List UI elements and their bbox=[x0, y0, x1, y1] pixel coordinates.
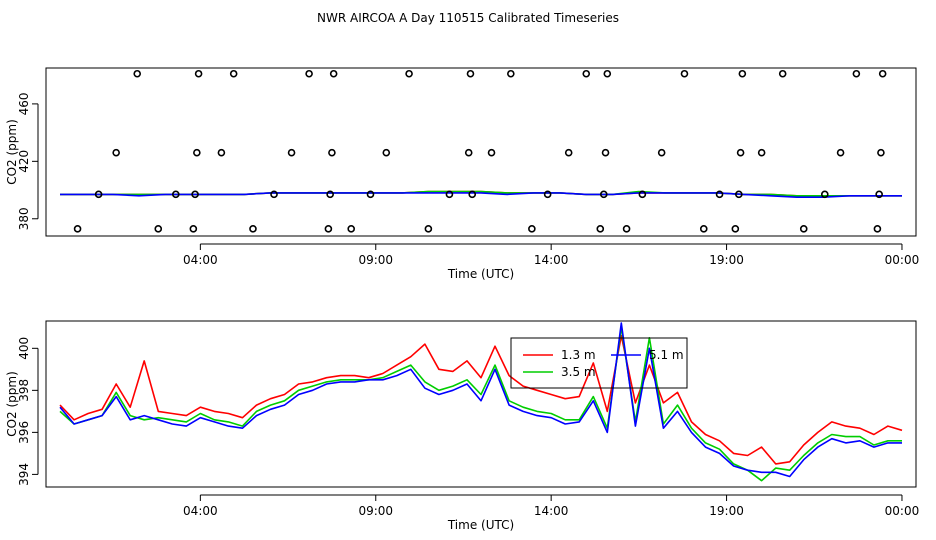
calibration-point bbox=[735, 190, 743, 199]
calibration-point bbox=[112, 148, 120, 157]
calibration-point bbox=[405, 69, 413, 78]
calibration-point bbox=[736, 148, 745, 157]
y-tick-label: 398 bbox=[17, 379, 31, 402]
calibration-point bbox=[528, 225, 536, 233]
plot-frame bbox=[45, 67, 917, 237]
calibration-point bbox=[799, 225, 808, 233]
calibration-point bbox=[305, 69, 313, 78]
x-tick-label: 04:00 bbox=[183, 253, 218, 267]
series-line-5-1-m bbox=[60, 192, 902, 198]
calibration-point bbox=[603, 69, 612, 78]
y-tick-label: 394 bbox=[17, 463, 31, 486]
calibration-point bbox=[194, 69, 203, 78]
calibration-point bbox=[738, 69, 747, 78]
y-tick-label: 380 bbox=[17, 207, 31, 230]
panel-bottom: 04:00 09:00 14:00 19:00 00:00 Time (UTC) 394 39… bbox=[5, 320, 920, 532]
chart-title: NWR AIRCOA A Day 110515 Calibrated Times… bbox=[317, 11, 619, 25]
calibration-point bbox=[582, 69, 591, 78]
y-tick-label: 396 bbox=[17, 421, 31, 444]
x-tick-label: 00:00 bbox=[885, 253, 920, 267]
x-tick-label: 09:00 bbox=[358, 504, 393, 518]
calibration-point bbox=[622, 225, 631, 233]
x-tick-label: 19:00 bbox=[709, 504, 744, 518]
calibration-point bbox=[599, 190, 608, 199]
x-tick-label: 04:00 bbox=[183, 504, 218, 518]
calibration-point bbox=[171, 190, 180, 199]
calibration-point bbox=[324, 225, 333, 233]
calibration-point bbox=[329, 69, 338, 78]
panel-top: 04:00 09:00 14:00 19:00 00:00 Time (UTC) 380 42… bbox=[5, 67, 920, 281]
calibration-point bbox=[191, 190, 199, 199]
x-axis-label: Time (UTC) bbox=[447, 518, 514, 532]
calibration-point bbox=[424, 225, 433, 233]
x-tick-label: 14:00 bbox=[534, 253, 569, 267]
calibration-point bbox=[731, 225, 740, 233]
calibration-point bbox=[73, 225, 82, 233]
legend-box bbox=[510, 337, 688, 389]
calibration-point bbox=[877, 148, 885, 157]
x-axis-label: Time (UTC) bbox=[447, 267, 514, 281]
calibration-point bbox=[94, 190, 103, 199]
calibration-point bbox=[366, 190, 375, 199]
calibration-point bbox=[820, 190, 829, 199]
legend-label: 3.5 m bbox=[561, 365, 596, 379]
calibration-point bbox=[287, 148, 296, 157]
calibration-point bbox=[873, 225, 882, 233]
calibration-point bbox=[189, 225, 198, 233]
calibration-point bbox=[699, 225, 708, 233]
calibration-point bbox=[852, 69, 861, 78]
calibration-point bbox=[133, 69, 142, 78]
calibration-point bbox=[878, 69, 887, 78]
y-tick-label: 460 bbox=[17, 92, 31, 115]
calibration-point bbox=[347, 225, 356, 233]
calibration-point bbox=[778, 69, 787, 78]
calibration-point bbox=[445, 190, 454, 199]
calibration-point bbox=[564, 148, 573, 157]
calibration-point bbox=[638, 190, 647, 199]
series-line-3-5-m bbox=[59, 326, 902, 482]
calibration-point bbox=[657, 148, 666, 157]
calibration-point bbox=[464, 148, 473, 157]
legend-label: 1.3 m bbox=[561, 348, 596, 362]
y-tick-label: 420 bbox=[17, 150, 31, 173]
series-line-1-3-m bbox=[59, 334, 903, 465]
plot-frame bbox=[45, 320, 917, 488]
calibration-point bbox=[154, 225, 163, 233]
y-axis-label: CO2 (ppm) bbox=[5, 371, 19, 437]
calibration-point bbox=[596, 225, 605, 233]
calibration-point bbox=[326, 190, 334, 199]
y-axis-label: CO2 (ppm) bbox=[5, 119, 19, 185]
calibration-point bbox=[487, 148, 496, 157]
calibration-point bbox=[249, 225, 257, 233]
calibration-point bbox=[543, 190, 552, 199]
calibration-point bbox=[328, 148, 336, 157]
calibration-point bbox=[680, 69, 689, 78]
calibration-point bbox=[757, 148, 766, 157]
calibration-point bbox=[270, 190, 278, 199]
calibration-point bbox=[507, 69, 515, 78]
calibration-point bbox=[229, 69, 238, 78]
series-line-5-1-m bbox=[59, 322, 902, 478]
x-tick-label: 00:00 bbox=[885, 504, 920, 518]
calibration-point bbox=[836, 148, 845, 157]
calibration-point bbox=[468, 190, 477, 199]
legend-label: 5.1 m bbox=[649, 348, 684, 362]
calibration-point bbox=[715, 190, 724, 199]
y-tick-label: 400 bbox=[17, 337, 31, 360]
calibration-point bbox=[875, 190, 883, 199]
x-tick-label: 09:00 bbox=[358, 253, 393, 267]
calibration-point bbox=[601, 148, 610, 157]
x-tick-label: 19:00 bbox=[709, 253, 744, 267]
calibration-point bbox=[466, 69, 475, 78]
x-tick-label: 14:00 bbox=[534, 504, 569, 518]
calibration-point bbox=[193, 148, 201, 157]
calibration-point bbox=[217, 148, 226, 157]
calibration-point bbox=[382, 148, 391, 157]
